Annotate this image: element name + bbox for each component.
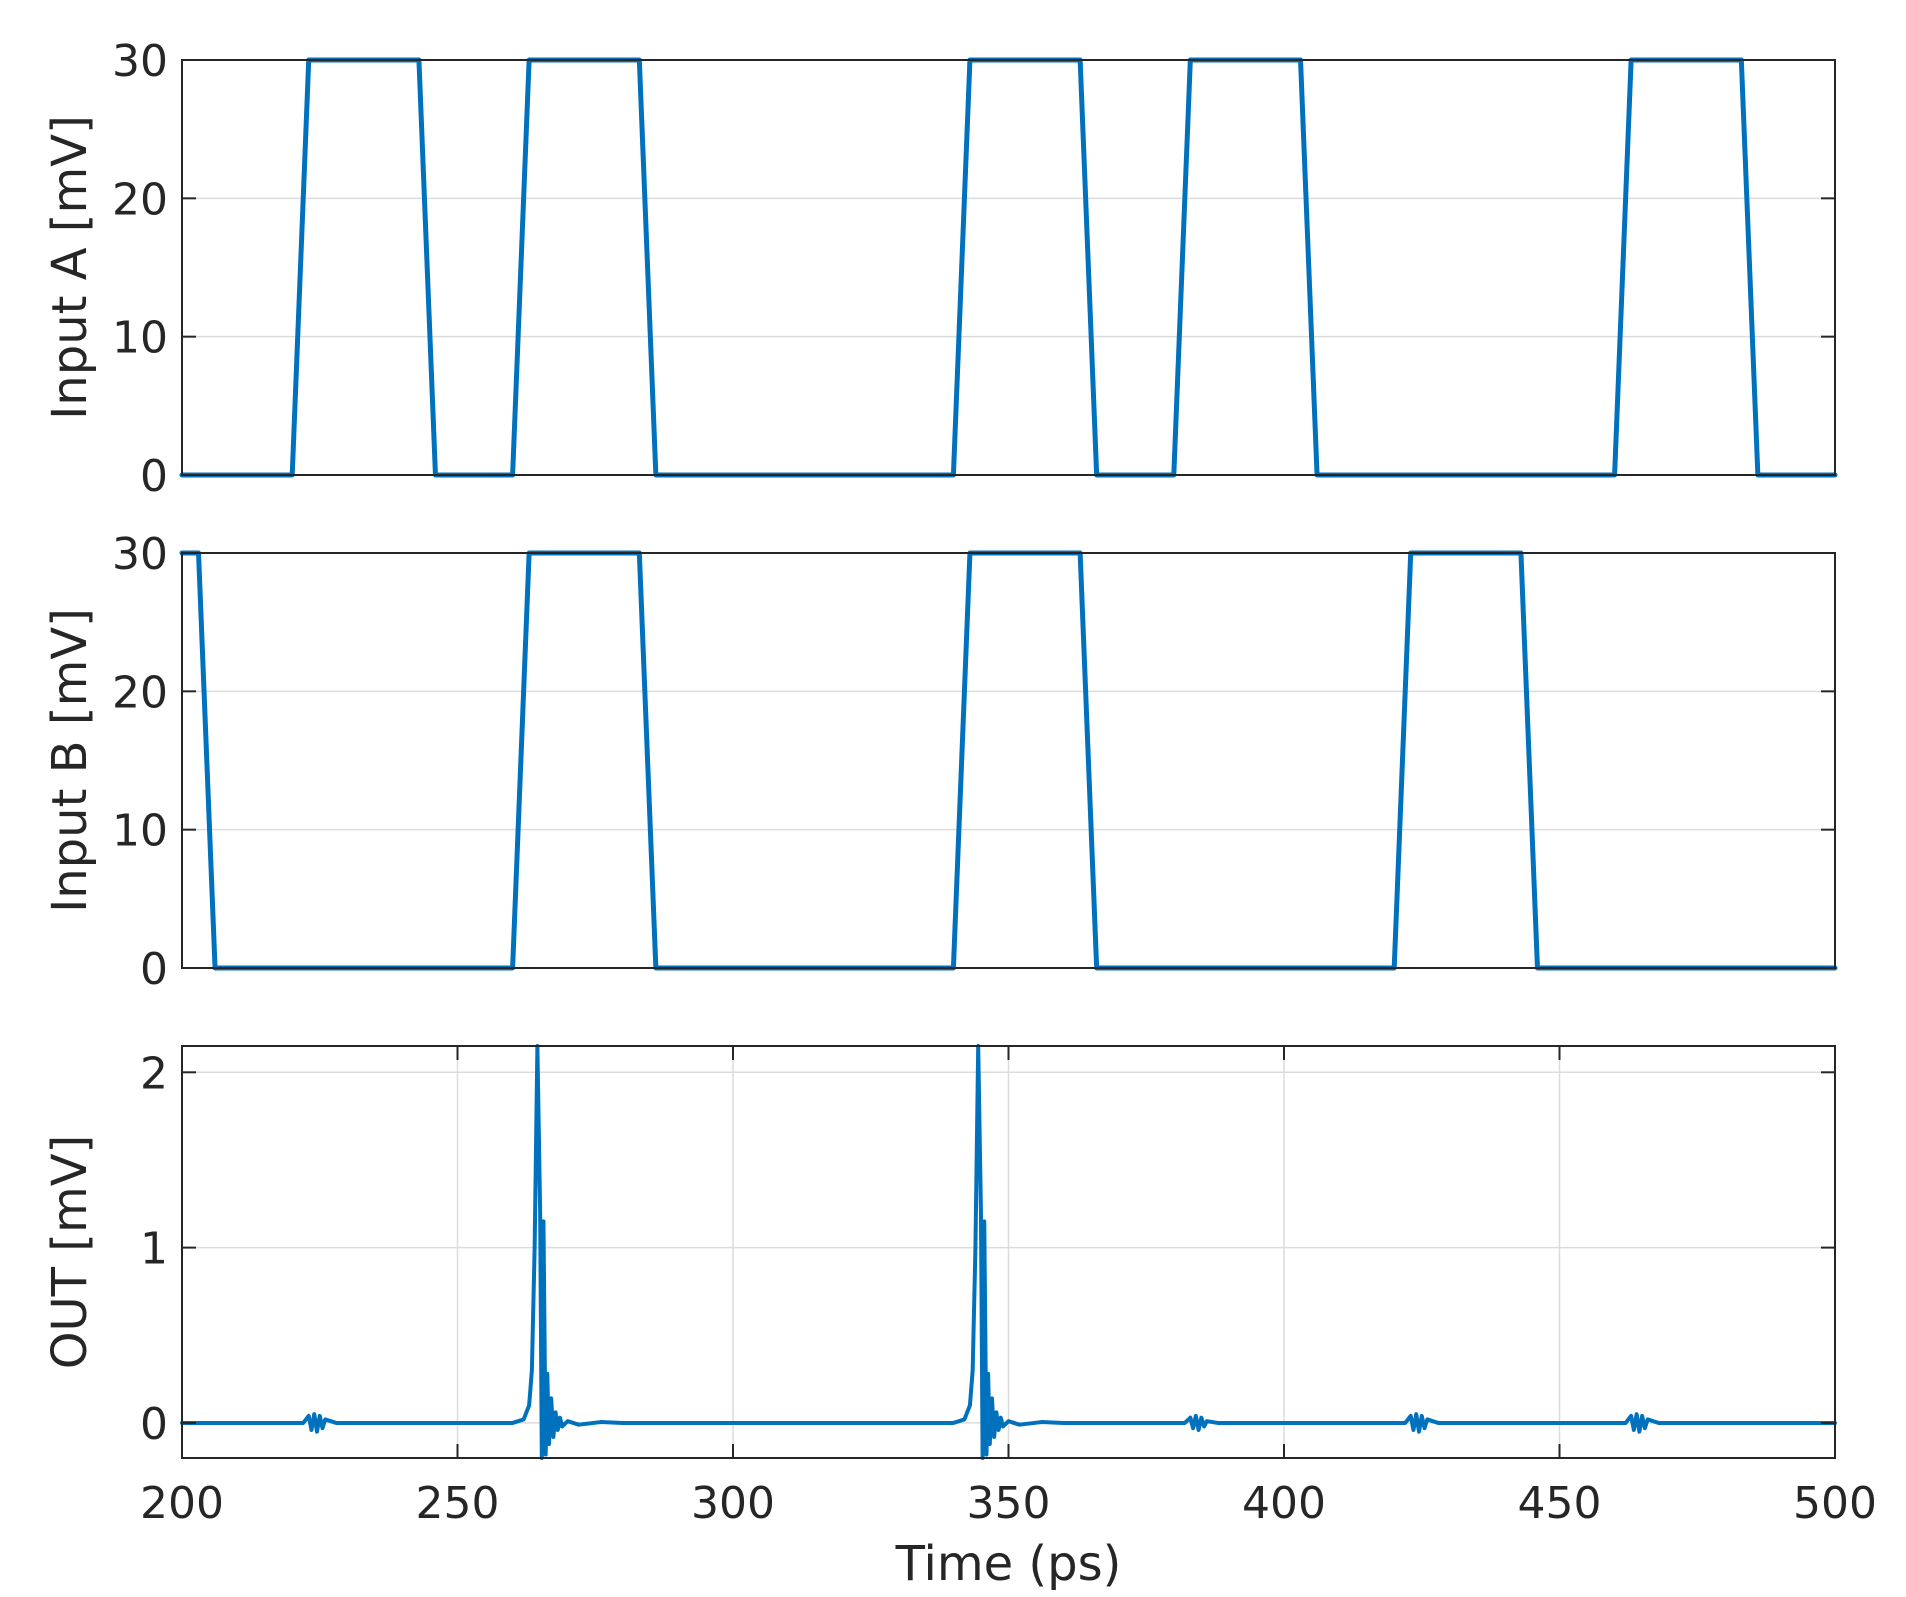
ytick-label: 10	[112, 313, 168, 364]
subplots: 0 10 20 30 Input A [mV] 0 10 20 30 Input B [mV] 0 1…	[42, 36, 1877, 1592]
subplot-input-a: 0 10 20 30 Input A [mV]	[42, 36, 1838, 502]
ytick-label: 10	[112, 806, 168, 857]
xtick-label: 400	[1242, 1478, 1326, 1529]
ylabel-input-b: Input B [mV]	[42, 608, 98, 913]
ytick-label: 20	[112, 174, 168, 225]
ytick-label: 30	[112, 36, 168, 87]
subplot-input-b: 0 10 20 30 Input B [mV]	[42, 529, 1838, 995]
ylabel-out: OUT [mV]	[42, 1135, 98, 1370]
ytick-label: 0	[140, 1399, 168, 1450]
series-line-input-b-0	[179, 550, 1838, 971]
ytick-label: 1	[140, 1224, 168, 1275]
ytick-label: 30	[112, 529, 168, 580]
series-line-out-0	[180, 1044, 1837, 1460]
xtick-label: 250	[416, 1478, 500, 1529]
subplot-out: 0 1 2 200 250 300 350 400 450 500 OUT [mV] Time (ps…	[42, 1044, 1877, 1592]
ytick-label: 0	[140, 944, 168, 995]
axes-box-input-a	[181, 59, 1836, 476]
xlabel-out: Time (ps)	[895, 1536, 1122, 1592]
xtick-label: 500	[1793, 1478, 1877, 1529]
xtick-label: 300	[691, 1478, 775, 1529]
ytick-label: 0	[140, 451, 168, 502]
xtick-label: 450	[1518, 1478, 1602, 1529]
ylabel-input-a: Input A [mV]	[42, 115, 98, 420]
axes-box-input-b	[181, 552, 1836, 969]
ytick-label: 2	[140, 1048, 168, 1099]
xtick-label: 350	[967, 1478, 1051, 1529]
ytick-label: 20	[112, 667, 168, 718]
series-line-input-a-0	[179, 57, 1838, 478]
xtick-label: 200	[140, 1478, 224, 1529]
